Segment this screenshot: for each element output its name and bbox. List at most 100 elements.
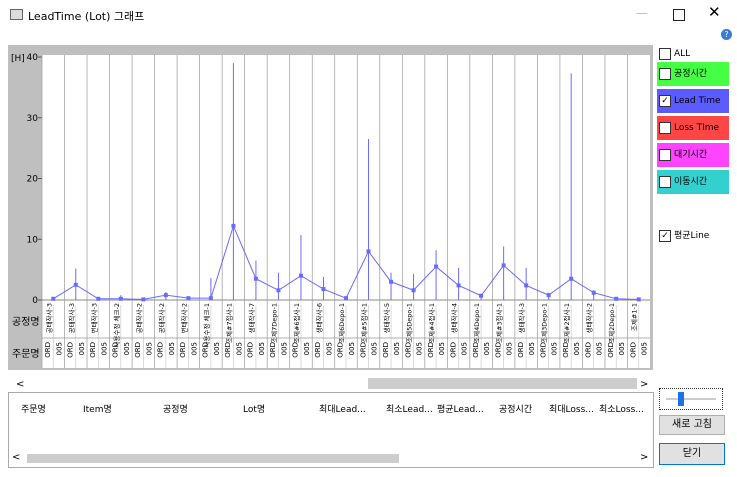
order-label: 005	[551, 342, 559, 355]
category-label: 조제#1-1	[631, 303, 639, 331]
close-window[interactable]: ✕	[708, 3, 721, 21]
order-label: ORD	[112, 342, 120, 358]
point	[253, 276, 258, 281]
order-label: 005	[213, 342, 221, 355]
point	[389, 279, 394, 284]
checkbox[interactable]	[659, 121, 671, 134]
column-header: 공정시간	[499, 405, 533, 415]
average-line-toggle[interactable]: ✓ 평균Line	[659, 228, 709, 242]
close-button[interactable]: 닫기	[659, 443, 725, 465]
category-label: 생태작사-4	[450, 303, 459, 333]
order-label: ORD	[337, 342, 345, 358]
table-scrollbar[interactable]: < >	[9, 452, 651, 465]
checkbox[interactable]	[659, 148, 671, 161]
checkbox[interactable]	[659, 67, 671, 80]
point	[141, 297, 146, 302]
point	[546, 293, 551, 298]
point	[73, 282, 78, 287]
column-header: 최소Loss...	[599, 405, 644, 415]
y-unit: [H]	[11, 54, 25, 64]
point	[591, 290, 596, 295]
slider[interactable]	[659, 388, 723, 410]
scroll-left[interactable]: <	[12, 452, 21, 463]
legend-item[interactable]: ✓ Lead Time	[657, 89, 729, 113]
checkbox[interactable]: ✓	[659, 94, 671, 107]
category-label: 조제#5접사-1	[360, 303, 369, 343]
column-header: 평균Lead...	[437, 405, 484, 415]
point	[118, 296, 123, 301]
order-label: 005	[325, 342, 333, 355]
checkbox[interactable]	[659, 47, 671, 60]
checkbox[interactable]: ✓	[659, 229, 671, 242]
scroll-right[interactable]: >	[640, 379, 648, 390]
title-bar: LeadTime (Lot) 그래프 — ✕	[0, 0, 737, 30]
order-label: 005	[483, 342, 491, 355]
order-label: 005	[280, 342, 288, 355]
category-label: 조제7Depo-1	[270, 303, 278, 343]
order-label: 005	[461, 342, 469, 355]
scroll-thumb[interactable]	[27, 454, 399, 463]
column-header: 최대Lead...	[319, 405, 366, 415]
legend-item[interactable]: 공정시간	[657, 62, 729, 86]
checkbox-label: Lead Time	[674, 96, 721, 106]
minimize[interactable]: —	[636, 6, 648, 20]
category-label: 생태작사-7	[247, 303, 256, 333]
point	[434, 264, 439, 269]
order-label: 005	[416, 342, 424, 355]
point	[186, 296, 191, 301]
checkbox-label: 공정시간	[674, 69, 708, 79]
point	[636, 297, 641, 302]
order-label: ORD	[584, 342, 592, 358]
table: 주문명 Item명 공정명 Lot명 최대Lead... 최소Lead... 평균Lead.…	[8, 392, 654, 468]
order-label: ORD	[629, 342, 637, 358]
slider-track	[666, 398, 716, 400]
y-tick-label: 30	[27, 114, 39, 124]
legend-item[interactable]: ALL	[657, 47, 729, 61]
order-label: ORD	[269, 342, 277, 358]
point	[456, 283, 461, 288]
category-label: 조제5Depo-1	[406, 303, 414, 343]
checkbox-label: Loss TIme	[674, 123, 720, 133]
scroll-thumb[interactable]	[368, 378, 637, 389]
category-label: 생태작사-6	[314, 303, 323, 333]
order-label: ORD	[247, 342, 255, 358]
point	[96, 296, 101, 301]
point	[208, 296, 213, 301]
scroll-right[interactable]: >	[640, 452, 649, 463]
order-label: 005	[168, 342, 176, 355]
column-header: 주문명	[21, 405, 46, 415]
order-label: 005	[348, 342, 356, 355]
maximize[interactable]	[673, 9, 685, 21]
checkbox-label: 이동시간	[674, 177, 708, 187]
order-label: 005	[303, 342, 311, 355]
order-label: ORD	[157, 342, 165, 358]
order-label: 005	[618, 342, 626, 355]
app-icon	[10, 9, 23, 20]
order-label: ORD	[202, 342, 210, 358]
help-icon[interactable]: ?	[721, 29, 732, 40]
order-label: 005	[573, 342, 581, 355]
slider-thumb[interactable]	[678, 392, 684, 406]
refresh-button[interactable]: 새로 고침	[659, 415, 725, 435]
point	[231, 223, 236, 228]
scroll-left[interactable]: <	[16, 379, 24, 390]
legend-item[interactable]: 이동시간	[657, 170, 729, 194]
point	[51, 296, 56, 301]
order-label: 005	[258, 342, 266, 355]
order-label: ORD	[494, 342, 502, 358]
order-label: 005	[190, 342, 198, 355]
order-label: ORD	[427, 342, 435, 358]
checkbox[interactable]	[659, 175, 671, 188]
category-label: 조제#2접사-1	[562, 303, 571, 343]
legend-item[interactable]: 대기시간	[657, 143, 729, 167]
category-label: 사용수정 체크-1	[202, 303, 211, 347]
order-label: ORD	[404, 342, 412, 358]
checkbox-label: ALL	[674, 49, 691, 59]
legend-item[interactable]: Loss TIme	[657, 116, 729, 140]
checkbox-label: 대기시간	[674, 150, 708, 160]
point	[479, 293, 484, 298]
category-label: 조제#4접사-1	[427, 303, 436, 343]
point	[298, 273, 303, 278]
category-label: 조제6Depo-1	[338, 303, 346, 343]
category-label: 공태작사-2	[134, 303, 143, 333]
